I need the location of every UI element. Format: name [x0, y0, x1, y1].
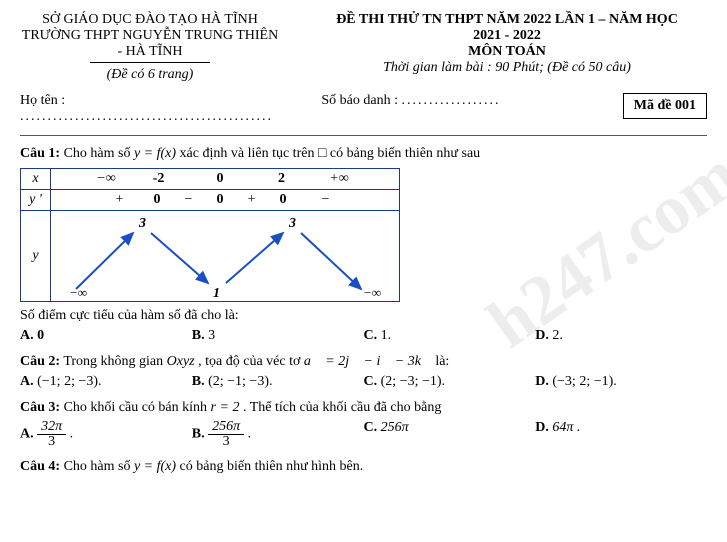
- yp-2: −: [175, 192, 203, 208]
- id-label: Số báo danh :: [321, 93, 398, 108]
- q4-text-b: có bảng biến thiên như hình bên.: [180, 459, 364, 474]
- yp-6: −: [301, 192, 351, 208]
- svg-text:−∞: −∞: [363, 285, 381, 300]
- q1-answers: A. 0 B. 3 C. 1. D. 2.: [20, 328, 707, 344]
- q1-eq: y = f(x): [134, 146, 176, 161]
- q1-label: Câu 1:: [20, 146, 60, 161]
- question-4: Câu 4: Cho hàm số y = f(x) có bảng biến …: [20, 459, 707, 475]
- svg-text:1: 1: [213, 286, 220, 301]
- q1-conclude: Số điểm cực tiểu của hàm số đã cho là:: [20, 308, 707, 324]
- y-header: y: [21, 211, 51, 302]
- exam-time: Thời gian làm bài : 90 Phút; (Đề có 50 c…: [307, 60, 707, 76]
- x-m2: -2: [130, 171, 188, 187]
- q2-text-a: Trong không gian: [63, 354, 166, 369]
- name-label: Họ tên :: [20, 93, 65, 108]
- header-left: SỞ GIÁO DỤC ĐÀO TẠO HÀ TĨNH TRƯỜNG THPT …: [20, 12, 280, 83]
- q2-text-b: , tọa độ của véc tơ: [198, 354, 304, 369]
- q2-answers: A. (−1; 2; −3). B. (2; −1; −3). C. (2; −…: [20, 374, 707, 390]
- q1-text-b: xác định và liên tục trên □ có bảng biến…: [180, 146, 481, 161]
- page-content: SỞ GIÁO DỤC ĐÀO TẠO HÀ TĨNH TRƯỜNG THPT …: [20, 12, 707, 475]
- yprime-values: + 0 − 0 + 0 −: [51, 190, 400, 211]
- yp-1: 0: [143, 192, 171, 208]
- yprime-header: y ': [21, 190, 51, 211]
- q3-r: r = 2: [211, 400, 240, 415]
- y-diagram: −∞ 3 1 3 −∞: [51, 211, 400, 302]
- q2-space: Oxyz: [167, 354, 195, 369]
- q4-eq: y = f(x): [134, 459, 176, 474]
- q1-D: D. 2.: [535, 328, 707, 344]
- q3-A: A. 32π3 .: [20, 420, 192, 449]
- variation-svg: −∞ 3 1 3 −∞: [51, 211, 391, 301]
- yp-0: +: [100, 192, 140, 208]
- header: SỞ GIÁO DỤC ĐÀO TẠO HÀ TĨNH TRƯỜNG THPT …: [20, 12, 707, 83]
- x-ninf: −∞: [86, 171, 126, 187]
- q3-D: D. 64π .: [535, 420, 707, 449]
- q2-D: D. (−3; 2; −1).: [535, 374, 707, 390]
- id-field: Số báo danh : ..................: [321, 93, 622, 125]
- q1-C: C. 1.: [364, 328, 536, 344]
- q4-label: Câu 4:: [20, 459, 60, 474]
- info-row: Họ tên : ...............................…: [20, 93, 707, 125]
- exam-code: Mã đề 001: [623, 93, 707, 119]
- yp-4: +: [238, 192, 266, 208]
- exam-title: ĐỀ THI THỬ TN THPT NĂM 2022 LẦN 1 – NĂM …: [307, 12, 707, 28]
- divider: [20, 135, 707, 136]
- q3-answers: A. 32π3 . B. 256π3 . C. 256π D. 64π .: [20, 420, 707, 449]
- x-0: 0: [191, 171, 249, 187]
- q2-B: B. (2; −1; −3).: [192, 374, 364, 390]
- code-wrap: Mã đề 001: [623, 93, 707, 125]
- name-dots: ........................................…: [20, 109, 273, 124]
- q3-C: C. 256π: [364, 420, 536, 449]
- svg-text:3: 3: [138, 216, 146, 231]
- q3-text-a: Cho khối cầu có bán kính: [64, 400, 211, 415]
- q1-text-a: Cho hàm số: [64, 146, 134, 161]
- q2-C: C. (2; −3; −1).: [364, 374, 536, 390]
- dept-name: SỞ GIÁO DỤC ĐÀO TẠO HÀ TĨNH: [20, 12, 280, 28]
- q4-text-a: Cho hàm số: [64, 459, 134, 474]
- exam-subject: MÔN TOÁN: [307, 44, 707, 60]
- x-2: 2: [253, 171, 311, 187]
- id-dots: ..................: [402, 93, 501, 108]
- svg-text:3: 3: [288, 216, 296, 231]
- svg-text:−∞: −∞: [69, 285, 87, 300]
- x-values: −∞ -2 0 2 +∞: [51, 169, 400, 190]
- variation-table: x −∞ -2 0 2 +∞ y ' + 0: [20, 168, 400, 302]
- school-line1: TRƯỜNG THPT NGUYỄN TRUNG THIÊN: [20, 28, 280, 44]
- exam-year: 2021 - 2022: [307, 28, 707, 44]
- q3-B: B. 256π3 .: [192, 420, 364, 449]
- q2-label: Câu 2:: [20, 354, 60, 369]
- x-pinf: +∞: [314, 171, 364, 187]
- q2-text-c: là:: [435, 354, 449, 369]
- question-3: Câu 3: Cho khối cầu có bán kính r = 2 . …: [20, 400, 707, 449]
- q1-B: B. 3: [192, 328, 364, 344]
- question-1: Câu 1: Cho hàm số y = f(x) xác định và l…: [20, 146, 707, 344]
- yp-3: 0: [206, 192, 234, 208]
- pages-note: (Đề có 6 trang): [20, 67, 280, 83]
- q2-vec: a⃗ = 2j⃗ − i⃗ − 3k⃗: [304, 354, 432, 369]
- question-2: Câu 2: Trong không gian Oxyz , tọa độ củ…: [20, 354, 707, 390]
- name-field: Họ tên : ...............................…: [20, 93, 321, 125]
- yp-5: 0: [269, 192, 297, 208]
- header-right: ĐỀ THI THỬ TN THPT NĂM 2022 LẦN 1 – NĂM …: [307, 12, 707, 83]
- q1-A: A. 0: [20, 328, 192, 344]
- q2-A: A. (−1; 2; −3).: [20, 374, 192, 390]
- q3-text-b: . Thể tích của khối cầu đã cho bằng: [243, 400, 441, 415]
- x-header: x: [21, 169, 51, 190]
- q3-label: Câu 3:: [20, 400, 60, 415]
- underline: [90, 62, 210, 63]
- school-line2: - HÀ TĨNH: [20, 44, 280, 60]
